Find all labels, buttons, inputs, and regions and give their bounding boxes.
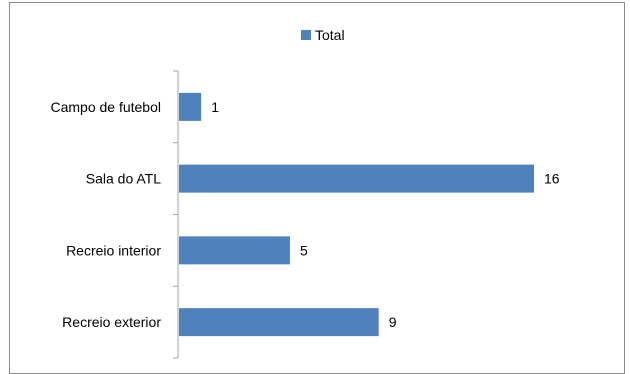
bar bbox=[179, 308, 379, 337]
data-label: 9 bbox=[389, 314, 397, 330]
category-axis-ticks bbox=[173, 70, 178, 359]
category-labels: Campo de futebol Sala do ATL Recreio inter… bbox=[50, 99, 161, 330]
category-label: Campo de futebol bbox=[50, 99, 161, 115]
data-label: 1 bbox=[211, 99, 219, 115]
data-labels: 1 16 5 9 bbox=[211, 99, 560, 330]
bars bbox=[179, 92, 534, 337]
category-label: Recreio exterior bbox=[62, 314, 161, 330]
category-label: Recreio interior bbox=[66, 242, 161, 258]
legend: Total bbox=[301, 26, 345, 44]
category-label: Sala do ATL bbox=[86, 171, 161, 187]
bar bbox=[179, 92, 202, 121]
legend-swatch bbox=[301, 30, 311, 40]
data-label: 16 bbox=[544, 171, 560, 187]
data-label: 5 bbox=[300, 242, 308, 258]
legend-label: Total bbox=[315, 27, 345, 43]
bar bbox=[179, 236, 290, 265]
bar bbox=[179, 164, 534, 193]
